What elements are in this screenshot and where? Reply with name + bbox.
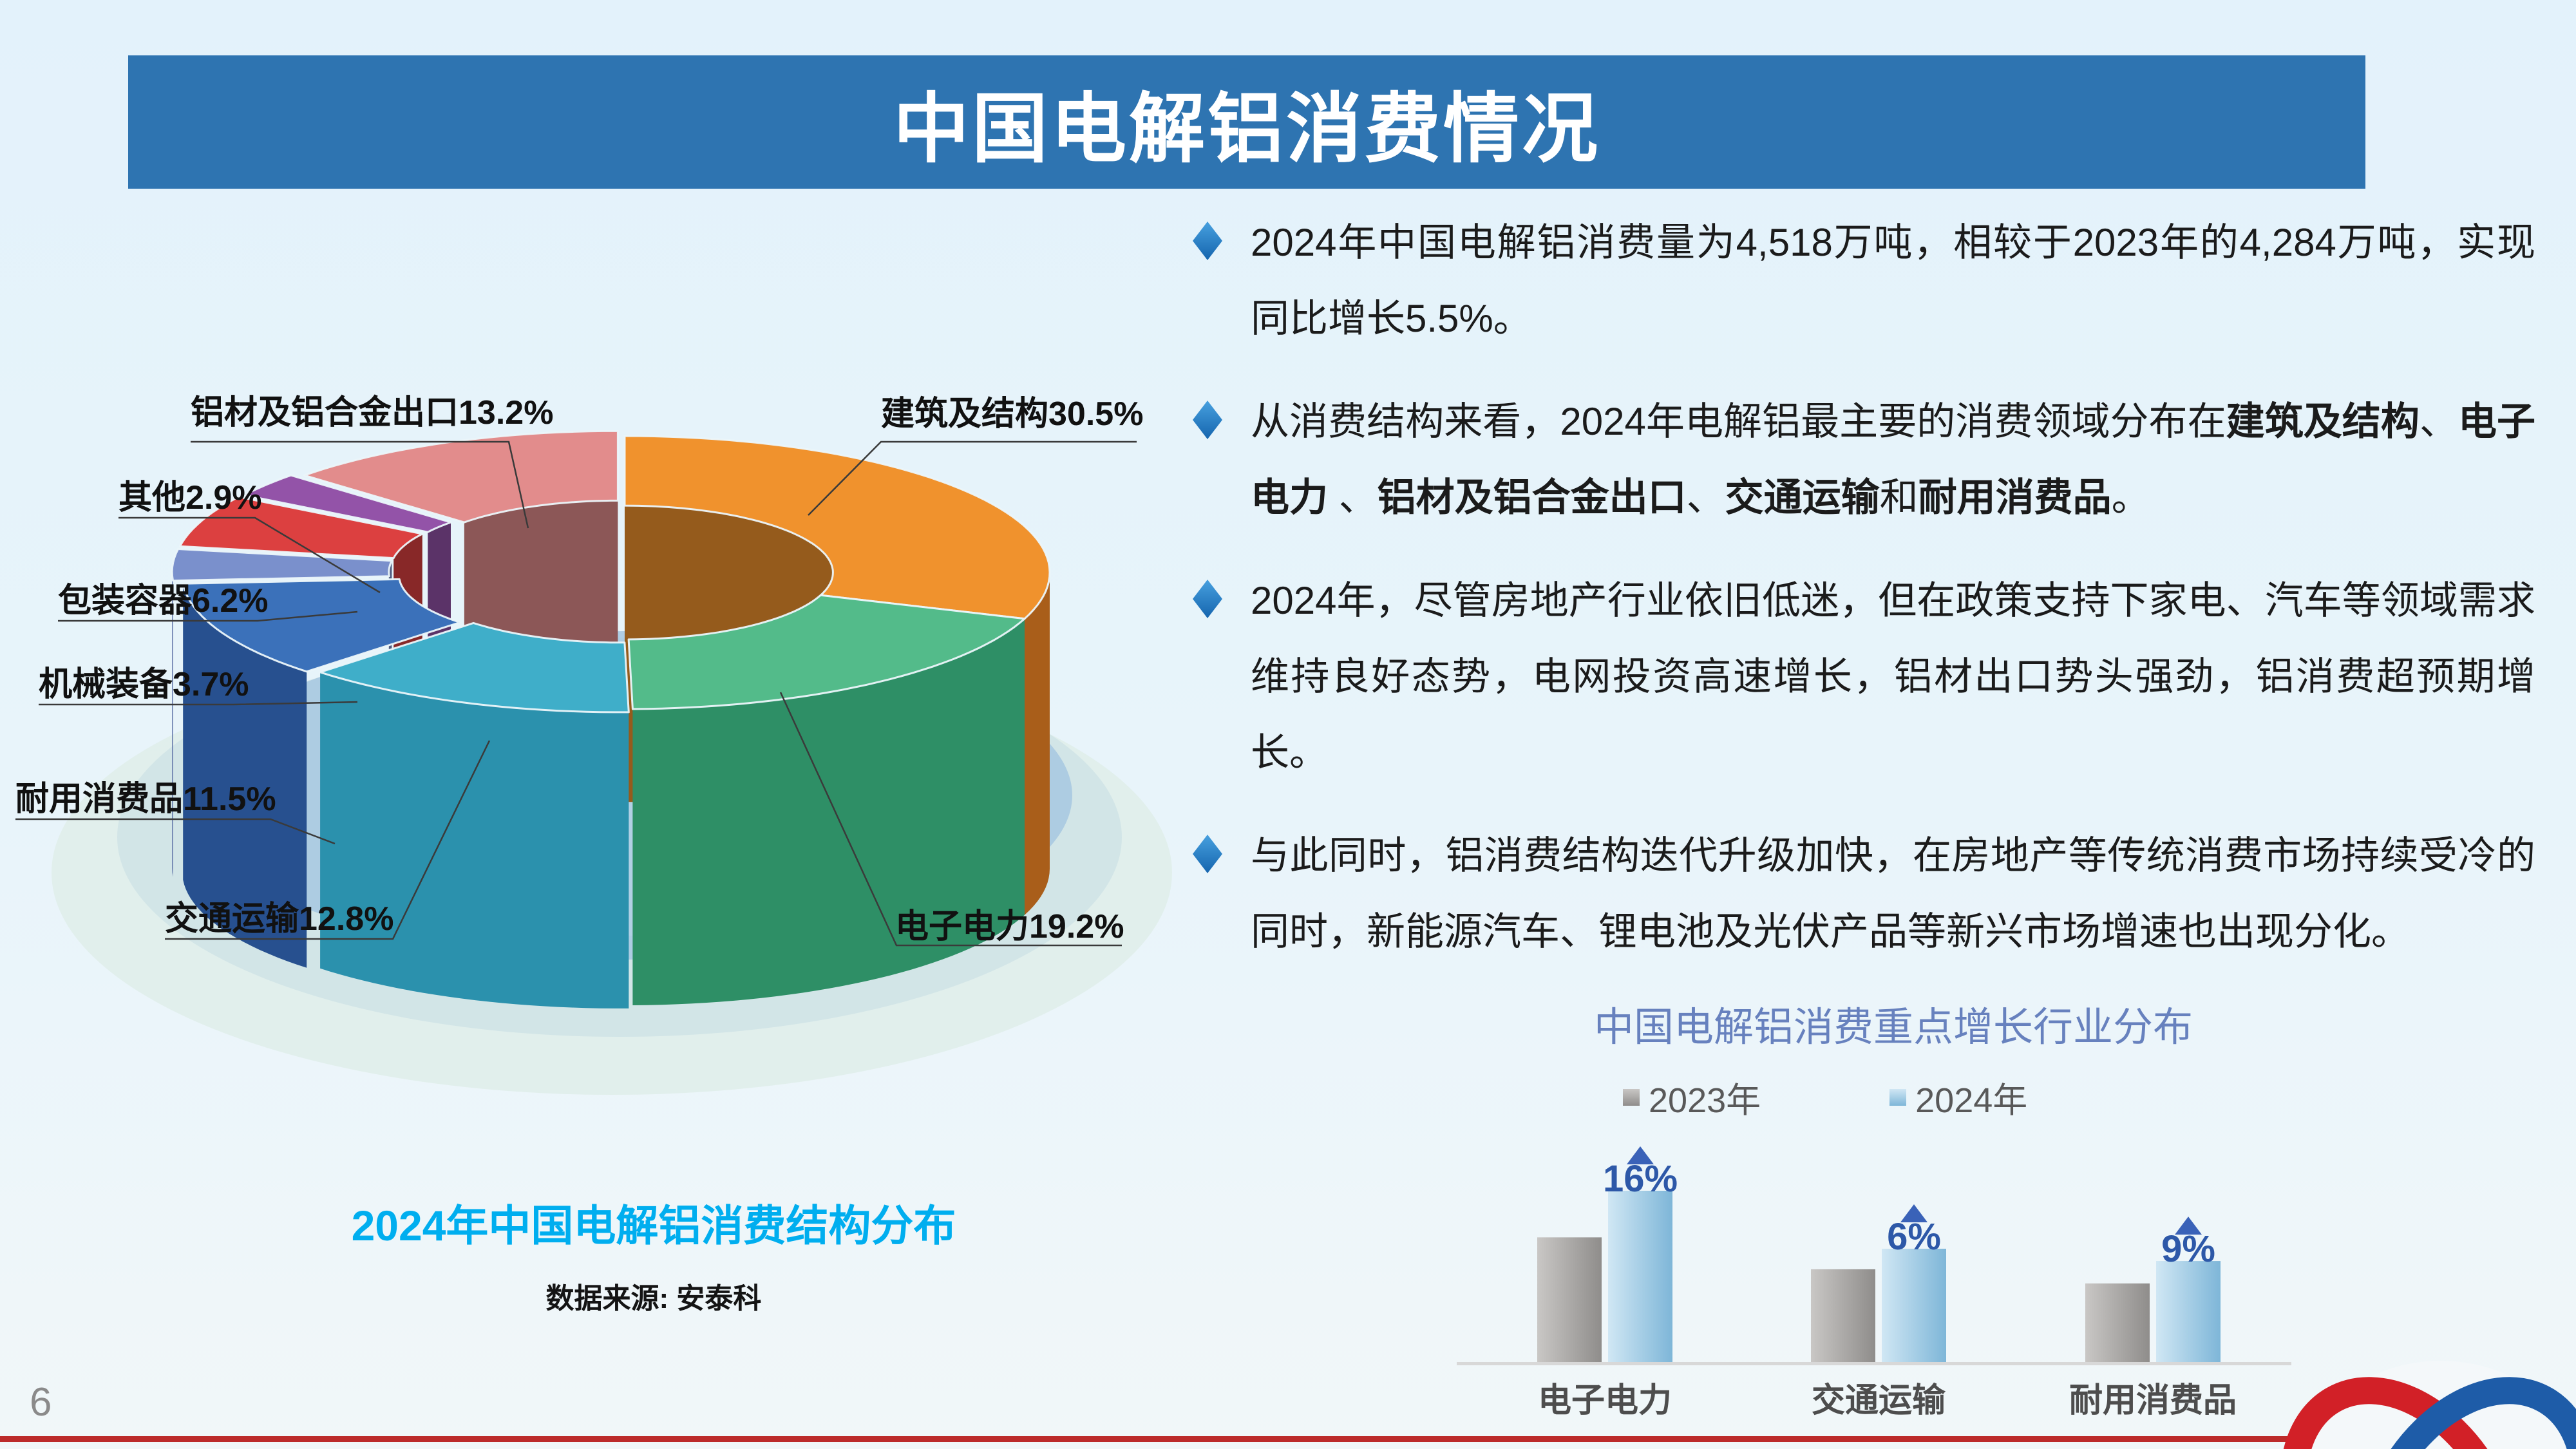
bullet-text-segment: 、 [2419,400,2458,443]
bullet-item: 2024年中国电解铝消费量为4,518万吨，相较于2023年的4,284万吨，实… [1193,205,2535,357]
pie-leader-line [191,440,529,529]
legend-swatch-icon [1623,1088,1640,1106]
pie-chart-title: 2024年中国电解铝消费结构分布 [351,1202,956,1249]
pie-outer-wall [320,672,629,1009]
bullet-text-segment: 从消费结构来看，2024年电解铝最主要的消费领域分布在 [1251,400,2226,443]
pie-slice-label: 建筑及结构30.5% [881,395,1144,433]
pie-leader-line [15,818,336,845]
bullet-text-segment: 、 [1686,476,1725,519]
bullet-text-bold: 电子电力 [1251,400,2536,519]
growth-label: 16% [1602,1158,1678,1200]
bullet-text: 从消费结构来看，2024年电解铝最主要的消费领域分布在建筑及结构、电子电力 、铝… [1251,384,2535,536]
bullet-text: 2024年，尽管房地产行业依旧低迷，但在政策支持下家电、汽车等领域需求维持良好态… [1251,563,2535,791]
growth-label: 9% [2161,1228,2215,1271]
pie-outer-wall [183,583,307,968]
growth-label: 6% [1887,1216,1941,1258]
bullet-text-bold: 交通运输 [1725,476,1880,519]
pie-slice-label: 机械装备3.7% [39,666,249,703]
growth-triangle-icon [1627,1146,1654,1164]
legend-label: 2023年 [1649,1081,1761,1120]
bar-category-label: 电子电力 [1537,1382,1672,1419]
diamond-bullet-icon [1193,835,1222,873]
bullet-item: 2024年，尽管房地产行业依旧低迷，但在政策支持下家电、汽车等领域需求维持良好态… [1193,563,2535,791]
pie-slice-label: 包装容器6.2% [58,582,269,620]
pie-slice-top [303,430,619,524]
pie-slice-label: 电子电力19.2% [895,908,1124,945]
bar-chart-title: 中国电解铝消费重点增长行业分布 [1593,1005,2193,1050]
bar-2023 [1811,1269,1875,1363]
pie-leader-line [165,740,491,940]
pie-outer-wall [172,572,173,877]
bullet-text-segment: 2024年中国电解铝消费量为4,518万吨，相较于2023年的4,284万吨，实… [1251,221,2535,340]
bullet-text-segment: 和 [1879,476,1918,519]
bullet-text-bold: 耐用消费品 [1918,476,2112,519]
bullet-text-bold: 建筑及结构 [2226,400,2420,443]
pie-chart-source: 数据来源: 安泰科 [545,1283,762,1314]
bullet-item: 从消费结构来看，2024年电解铝最主要的消费领域分布在建筑及结构、电子电力 、铝… [1193,384,2535,536]
pie-slice-label: 交通运输12.8% [165,900,394,938]
bar-2024 [2156,1261,2221,1363]
bar-axis-line [1457,1362,2291,1365]
page-number: 6 [30,1380,52,1425]
pie-slice-label: 铝材及铝合金出口13.2% [191,394,554,431]
pie-slice-top [319,621,630,714]
bar-chart-legend: 2023年 2024年 [1623,1072,2267,1122]
bar-category-label: 耐用消费品 [2069,1382,2237,1419]
growth-triangle-icon [2175,1217,2202,1235]
pie-leader-line [39,701,358,706]
growth-triangle-icon [1900,1204,1927,1223]
pie-slice-top [178,496,424,560]
pie-leader-line [58,611,358,622]
header-banner: 中国电解铝消费情况 [128,55,2365,189]
bullet-text-bold: 铝材及铝合金出口 [1377,476,1687,519]
pie-outer-wall [1025,573,1050,915]
pie-slice-top [182,578,461,673]
bullet-text: 与此同时，铝消费结构迭代升级加快，在房地产等传统消费市场持续受冷的同时，新能源汽… [1251,818,2535,970]
pie-outer-wall [632,618,1025,1005]
legend-label: 2024年 [1915,1081,2028,1120]
diamond-bullet-icon [1193,401,1222,439]
pie-leader-line [779,692,1122,947]
bar-2024 [1608,1191,1672,1363]
diamond-bullet-icon [1193,222,1222,260]
diamond-bullet-icon [1193,580,1222,618]
bar-2023 [1537,1237,1602,1363]
crossed-arcs-logo [2280,1361,2576,1449]
bottom-rule [0,1436,2576,1442]
pie-slice-top [171,548,393,582]
legend-swatch-icon [1889,1088,1907,1106]
pie-slice-label: 其他2.9% [118,479,262,516]
page-title: 中国电解铝消费情况 [893,87,1600,172]
bullet-list: 2024年中国电解铝消费量为4,518万吨，相较于2023年的4,284万吨，实… [1193,205,2535,997]
bullet-text-segment: 、 [1328,476,1378,519]
bar-2024 [1882,1249,1946,1363]
legend-item: 2023年 [1623,1072,1761,1122]
pie-slice-top [627,594,1026,710]
pie-leader-line [808,440,1137,516]
bullet-item: 与此同时，铝消费结构迭代升级加快，在房地产等传统消费市场持续受冷的同时，新能源汽… [1193,818,2535,970]
pie-slice-top [243,474,452,533]
bullet-text: 2024年中国电解铝消费量为4,518万吨，相较于2023年的4,284万吨，实… [1251,205,2535,357]
legend-item: 2024年 [1889,1072,2027,1122]
bar-2023 [2085,1283,2150,1363]
bullet-text-segment: 2024年，尽管房地产行业依旧低迷，但在政策支持下家电、汽车等领域需求维持良好态… [1251,579,2535,774]
bar-category-label: 交通运输 [1811,1382,1946,1419]
bullet-text-segment: 。 [2111,476,2150,519]
pie-leader-line [118,516,381,594]
pie-slice-label: 耐用消费品11.5% [15,781,276,818]
bullet-text-segment: 与此同时，铝消费结构迭代升级加快，在房地产等传统消费市场持续受冷的同时，新能源汽… [1251,834,2535,953]
